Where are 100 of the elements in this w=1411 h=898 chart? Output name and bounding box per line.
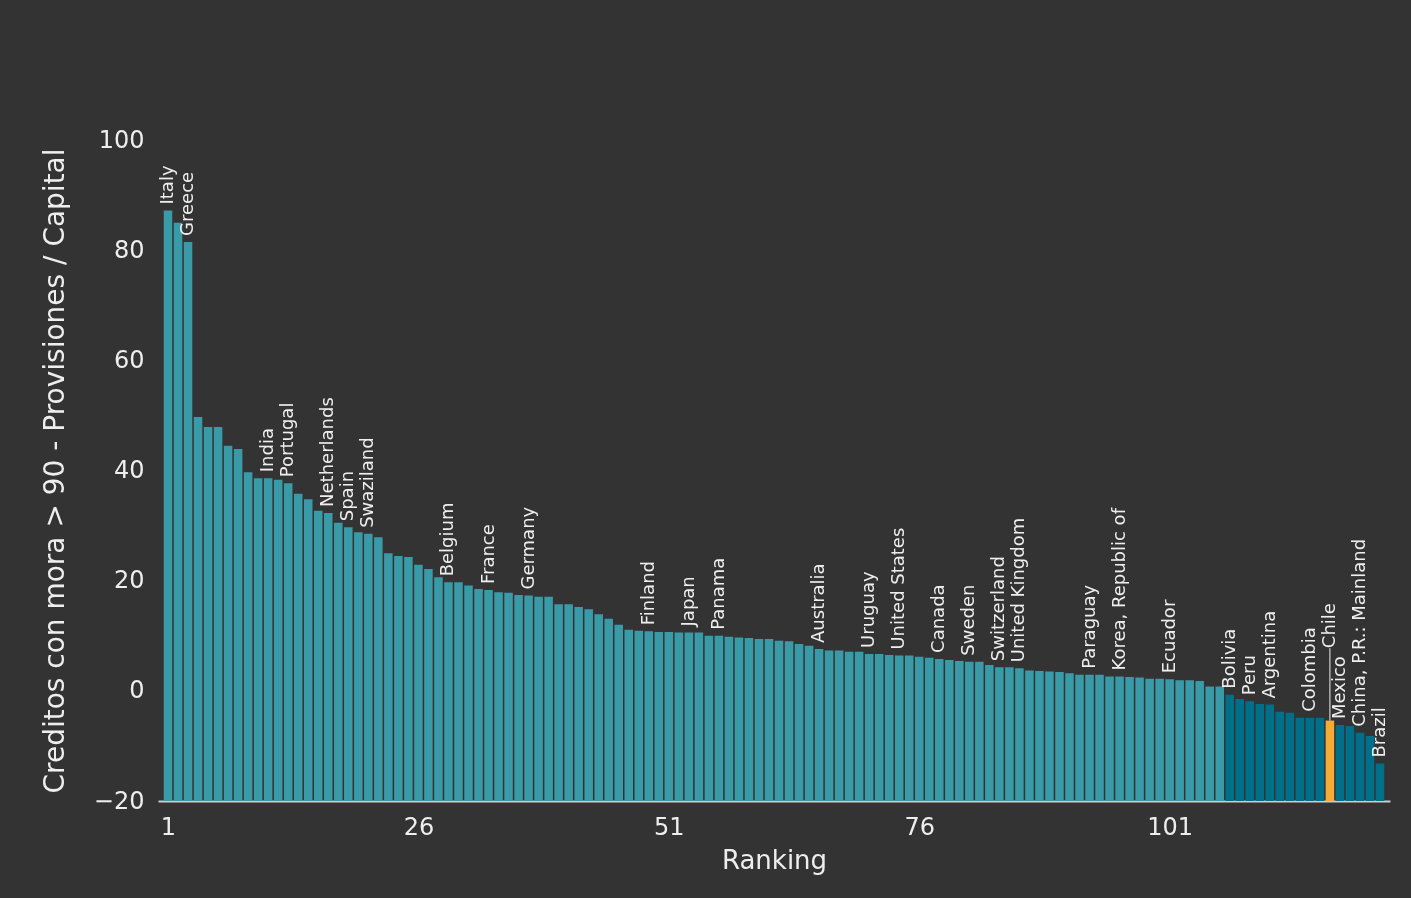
annotation: Finland <box>636 561 658 626</box>
bar <box>764 639 774 801</box>
x-tick-label: 1 <box>160 812 177 841</box>
bar <box>684 632 694 801</box>
annotation: Uruguay <box>857 571 879 648</box>
bar <box>253 478 263 801</box>
bar <box>183 241 193 801</box>
bar <box>864 653 874 801</box>
bar <box>1275 711 1285 801</box>
bar <box>734 637 744 801</box>
annotation: Colombia <box>1297 627 1319 712</box>
bar <box>644 631 654 801</box>
bar <box>894 655 904 801</box>
annotation: Portugal <box>276 402 298 478</box>
bar <box>904 655 914 801</box>
bar <box>634 630 644 801</box>
bar <box>624 629 634 801</box>
bar <box>824 650 834 801</box>
bar <box>233 449 243 801</box>
x-axis-title: Ranking <box>721 844 828 875</box>
bar <box>303 499 313 801</box>
bar <box>1255 704 1265 801</box>
annotation: United Kingdom <box>1007 517 1029 663</box>
bar <box>263 478 273 801</box>
bar <box>1225 694 1234 801</box>
bar <box>1245 701 1255 801</box>
bar <box>714 635 724 801</box>
bar <box>203 426 213 801</box>
bar <box>193 417 203 801</box>
annotation: Peru <box>1237 655 1259 696</box>
bar <box>1305 717 1315 801</box>
y-tick-label: 80 <box>113 235 145 264</box>
annotation: Australia <box>807 563 829 643</box>
bar <box>1325 720 1335 801</box>
annotation: Chile <box>1317 603 1339 649</box>
y-tick-label: 100 <box>98 125 145 154</box>
annotation: United States <box>887 527 909 650</box>
x-tick-label: 101 <box>1147 812 1194 841</box>
bar <box>744 637 754 801</box>
annotation: Greece <box>176 171 198 236</box>
bar <box>754 639 764 801</box>
bar <box>1345 726 1355 801</box>
annotation: Canada <box>927 584 949 653</box>
annotation: Paraguay <box>1077 584 1099 669</box>
bar <box>654 631 664 801</box>
bar <box>724 636 734 801</box>
bar <box>674 632 684 801</box>
annotation: Switzerland <box>987 556 1009 662</box>
annotation: Spain <box>336 470 358 522</box>
y-axis-title: Creditos con mora > 90 - Provisiones / Capital <box>37 148 71 794</box>
bar <box>874 653 884 801</box>
y-tick-label: −20 <box>93 786 145 815</box>
bar <box>914 656 924 801</box>
annotation: Bolivia <box>1217 628 1239 689</box>
annotation: Sweden <box>957 584 979 656</box>
bar <box>784 641 794 801</box>
annotation: Germany <box>516 506 538 590</box>
bar <box>774 640 784 801</box>
bar <box>223 445 233 801</box>
bar <box>1235 699 1245 801</box>
bar <box>1315 717 1325 801</box>
annotation: Panama <box>706 557 728 630</box>
x-tick-label: 26 <box>403 812 435 841</box>
annotation: Italy <box>156 165 178 205</box>
annotation: Belgium <box>436 502 458 577</box>
bar <box>884 655 894 801</box>
annotation: Korea, Republic of <box>1107 507 1129 671</box>
bar <box>834 650 844 801</box>
y-tick-label: 0 <box>129 676 145 705</box>
bar <box>1375 763 1385 801</box>
bar <box>243 472 253 801</box>
annotation: China, P.R.: Mainland <box>1347 538 1369 727</box>
y-tick-label: 60 <box>113 345 145 374</box>
annotation: Swaziland <box>356 437 378 528</box>
bar <box>1335 724 1345 801</box>
annotation: France <box>476 524 498 585</box>
annotation: Mexico <box>1327 656 1349 719</box>
bar <box>704 635 714 801</box>
annotation: Netherlands <box>316 397 338 507</box>
bar <box>1355 732 1365 801</box>
bar <box>1265 704 1275 801</box>
bar <box>804 645 814 801</box>
bar <box>1295 717 1305 801</box>
bar <box>213 426 223 801</box>
bar <box>854 651 864 801</box>
bar <box>1285 712 1295 801</box>
y-tick-label: 40 <box>113 456 145 484</box>
bar <box>283 483 293 801</box>
bar <box>844 651 854 801</box>
annotation: Brazil <box>1367 707 1389 758</box>
annotation: India <box>256 428 278 473</box>
bar <box>664 631 674 801</box>
x-tick-label: 76 <box>904 812 936 841</box>
bar <box>273 479 283 801</box>
bar <box>694 632 704 801</box>
y-tick-label: 20 <box>113 566 145 595</box>
bar <box>794 644 804 801</box>
annotation: Japan <box>676 576 698 628</box>
x-tick-label: 51 <box>654 812 685 841</box>
bar <box>814 648 824 801</box>
